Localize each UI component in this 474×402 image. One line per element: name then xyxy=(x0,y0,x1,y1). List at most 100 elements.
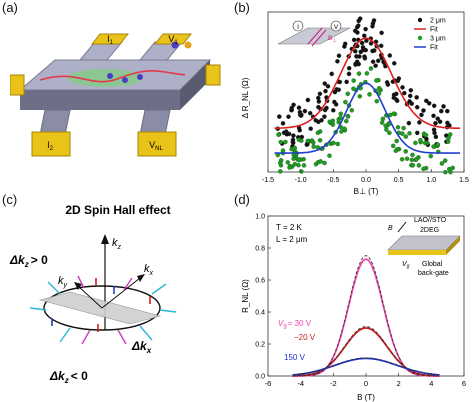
chart-b-point xyxy=(334,87,339,92)
panel-label-a: (a) xyxy=(2,0,18,15)
chart-b-point xyxy=(396,76,402,81)
chart-b-point xyxy=(277,114,282,119)
chart-b-point xyxy=(404,156,410,161)
grey-strip xyxy=(38,291,162,325)
chart-b-point xyxy=(416,163,422,168)
spin-dot xyxy=(137,74,143,80)
chart-d-ytick-label: 0.0 xyxy=(255,374,265,381)
chart-b-point xyxy=(370,48,375,54)
chart-b-point xyxy=(338,111,344,117)
device-material: LAO//STO xyxy=(414,217,447,224)
spin-dot xyxy=(171,41,179,49)
chart-b-point xyxy=(316,99,322,104)
chart-b-point xyxy=(344,79,349,85)
chart-b-point xyxy=(432,130,437,136)
chart-b-point xyxy=(278,163,284,168)
arm-bottom-right xyxy=(139,109,171,136)
chart-b-point xyxy=(323,88,328,94)
chart-d-xtick-label: -4 xyxy=(297,379,304,388)
chart-b-point xyxy=(305,138,311,144)
chart-b-point xyxy=(278,139,284,145)
chart-b: -1.5 -1.0 -0.5 0.0 0.5 1.0 1.5 B⊥ (T) Δ R_NL (… xyxy=(241,11,469,196)
chart-b-point xyxy=(317,138,323,143)
chart-b-point xyxy=(349,108,355,113)
chart-b-xtick-label: 0.5 xyxy=(394,177,404,184)
chart-b-point xyxy=(322,160,327,166)
chart-b-legend: 2 μm Fit 3 μm Fit xyxy=(414,18,446,52)
device-gate2: back-gate xyxy=(418,270,449,277)
chart-b-point xyxy=(353,49,358,54)
chart-b-xtick-label: -1.0 xyxy=(295,177,307,184)
chart-b-point xyxy=(301,163,307,168)
chart-b-xtick-label: -0.5 xyxy=(327,177,339,184)
chart-b-point xyxy=(443,169,448,175)
chart-b-fit-line xyxy=(274,37,461,130)
chart-b-point xyxy=(378,43,384,49)
chart-b-point xyxy=(327,153,332,158)
chart-d-xtick-label: 6 xyxy=(462,379,466,388)
chart-b-point xyxy=(413,140,418,146)
chart-b-point xyxy=(351,37,357,43)
chart-b-point xyxy=(379,120,385,125)
chart-b-legend-entry: Fit xyxy=(430,45,438,52)
chart-b-point xyxy=(433,134,439,140)
chart-b-point xyxy=(357,54,362,59)
chart-b-point xyxy=(393,148,399,154)
chart-b-xlabel: B⊥ (T) xyxy=(354,187,379,196)
chart-b-point xyxy=(291,102,296,108)
chart-b-point xyxy=(431,113,436,119)
chart-b-point xyxy=(439,108,444,114)
chart-b-legend-entry: Fit xyxy=(430,27,438,34)
chart-d-xtick-label: 4 xyxy=(429,379,433,388)
chart-b-point xyxy=(346,71,352,77)
chart-b-point xyxy=(331,108,336,113)
chart-b-point xyxy=(441,104,446,109)
chart-b-point xyxy=(414,95,419,100)
chart-b-point xyxy=(383,123,388,129)
chart-b-point xyxy=(394,98,400,104)
chart-b-point xyxy=(325,84,331,89)
chart-b-point xyxy=(410,152,415,158)
chart-d-xtick-label: -6 xyxy=(265,379,272,388)
panel-label-d: (d) xyxy=(234,192,250,207)
pad-vnl xyxy=(137,131,177,157)
chart-b-point xyxy=(445,108,450,114)
chart-b-legend-marker xyxy=(417,35,423,41)
chart-b-point xyxy=(387,130,392,136)
chart-b-point xyxy=(319,118,324,123)
inset-I: I xyxy=(297,24,299,31)
chart-b-point xyxy=(322,81,328,86)
chart-b-point xyxy=(431,144,436,149)
chart-d-ytick-label: 1.0 xyxy=(255,214,265,221)
chart-b-point xyxy=(296,157,302,163)
inset-B: B⊥ xyxy=(328,35,337,44)
spin-markers xyxy=(51,278,151,332)
chart-b-point xyxy=(285,160,291,165)
chart-b-legend-entry: 3 μm xyxy=(430,36,446,43)
chart-b-point xyxy=(428,153,434,159)
spin-dot xyxy=(122,77,128,83)
chart-b-point xyxy=(362,33,367,38)
chart-b-point xyxy=(351,86,356,91)
chart-b-point xyxy=(317,91,323,97)
chart-b-point xyxy=(426,101,432,106)
chart-b-point xyxy=(308,126,313,131)
chart-b-point xyxy=(315,130,321,136)
chart-d-ylabel: R_NL (Ω) xyxy=(241,279,250,313)
chart-b-point xyxy=(357,16,363,21)
chart-b-point xyxy=(403,134,409,139)
chart-b-point xyxy=(336,53,342,58)
chart-b-point xyxy=(439,161,445,166)
chart-b-point xyxy=(406,120,412,126)
tag-i1: I1 xyxy=(107,34,114,46)
chart-b-point xyxy=(384,80,390,85)
chart-b-point xyxy=(407,99,412,104)
chart-b-point xyxy=(297,128,302,133)
chart-b-point xyxy=(278,169,283,174)
chart-b-point xyxy=(291,133,296,138)
chart-b-point xyxy=(442,158,448,163)
chart-b-point xyxy=(335,59,340,64)
chart-b-point xyxy=(417,120,422,125)
chart-b-point xyxy=(421,166,426,172)
chart-b-point xyxy=(394,138,399,144)
